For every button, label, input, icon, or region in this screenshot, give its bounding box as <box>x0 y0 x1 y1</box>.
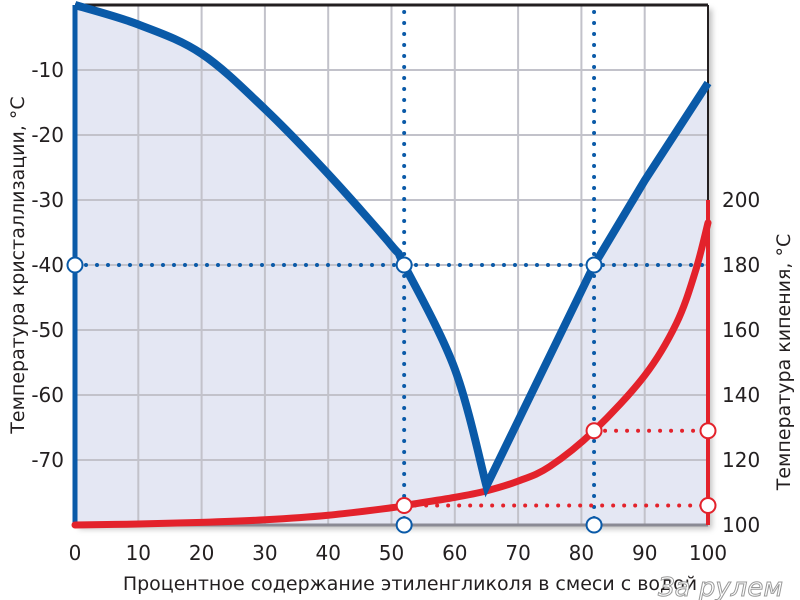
y-left-tick-label: -40 <box>31 253 64 277</box>
freezing-curve <box>73 1 712 498</box>
marker-x-axis <box>585 516 603 534</box>
marker-boil-axis <box>699 422 717 440</box>
marker-freeze-point <box>585 256 603 274</box>
y-right-tick-label: 200 <box>722 188 760 212</box>
y-left-tick-label: -60 <box>31 383 64 407</box>
x-tick-label: 100 <box>689 541 727 565</box>
x-tick-label: 90 <box>632 541 657 565</box>
y-left-tick-label: -70 <box>31 448 64 472</box>
x-tick-label: 40 <box>315 541 340 565</box>
x-tick-label: 0 <box>69 541 82 565</box>
boiling-curve <box>71 219 712 529</box>
markers <box>66 256 717 534</box>
watermark-logo: За рулем <box>658 573 783 600</box>
y-right-tick-label: 160 <box>722 318 760 342</box>
y-axis-left-label: Температура кристаллизации, °C <box>7 96 29 434</box>
x-tick-label: 30 <box>252 541 277 565</box>
x-axis-label: Процентное содержание этиленгликоля в см… <box>123 573 697 595</box>
marker-x-axis <box>395 516 413 534</box>
y-left-tick-label: -10 <box>31 58 64 82</box>
marker-boil-point <box>585 422 603 440</box>
marker-freeze-axis <box>66 256 84 274</box>
x-tick-label: 50 <box>379 541 404 565</box>
x-tick-label: 20 <box>189 541 214 565</box>
y-right-tick-label: 180 <box>722 253 760 277</box>
marker-boil-axis <box>699 497 717 514</box>
x-tick-label: 80 <box>569 541 594 565</box>
grid <box>75 5 708 525</box>
y-right-tick-label: 120 <box>722 448 760 472</box>
y-left-tick-label: -20 <box>31 123 64 147</box>
y-right-tick-label: 140 <box>722 383 760 407</box>
marker-freeze-point <box>395 256 413 274</box>
marker-boil-point <box>395 497 413 514</box>
y-right-tick-label: 100 <box>722 513 760 537</box>
y-left-tick-label: -50 <box>31 318 64 342</box>
x-tick-label: 60 <box>442 541 467 565</box>
y-left-tick-label: -30 <box>31 188 64 212</box>
x-tick-label: 10 <box>126 541 151 565</box>
tick-labels: 0 10 20 30 40 50 60 70 80 90 100 -10 -20 -30 -40 -50 -60… <box>31 58 760 565</box>
x-tick-label: 70 <box>505 541 530 565</box>
y-axis-right-label: Температура кипения, °C <box>773 234 795 491</box>
